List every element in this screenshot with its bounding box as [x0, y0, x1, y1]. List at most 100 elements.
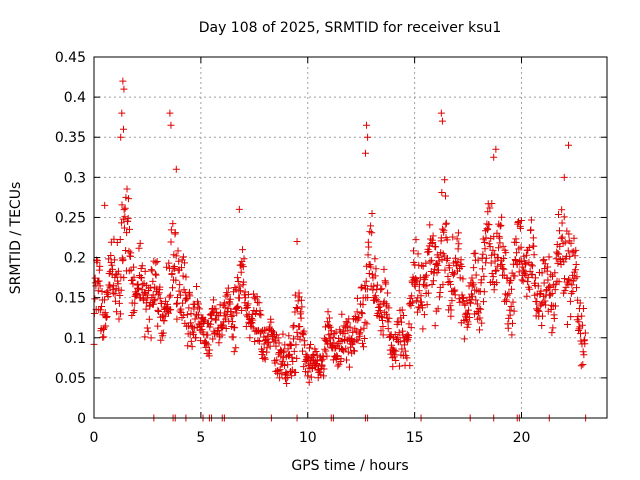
data-point: [258, 348, 266, 356]
y-tick-label: 0.35: [55, 130, 86, 146]
data-point: [153, 257, 161, 265]
data-point: [194, 300, 202, 308]
data-point: [219, 321, 227, 329]
data-point: [480, 288, 488, 296]
data-point: [152, 271, 160, 279]
data-point: [422, 259, 430, 267]
data-point: [374, 297, 382, 305]
data-point: [464, 320, 472, 328]
data-point: [581, 329, 589, 337]
data-point: [126, 225, 134, 233]
data-point: [296, 323, 304, 331]
data-point: [225, 317, 233, 325]
data-point: [443, 236, 451, 244]
data-point: [367, 222, 375, 230]
data-point: [191, 315, 199, 323]
data-point: [121, 204, 129, 212]
data-point: [212, 305, 220, 313]
data-point: [364, 294, 372, 302]
data-point: [503, 291, 511, 299]
data-point: [415, 287, 423, 295]
data-point: [307, 341, 315, 349]
data-point: [150, 297, 158, 305]
data-point: [388, 341, 396, 349]
data-point: [205, 352, 213, 360]
data-point: [330, 329, 338, 337]
data-point: [496, 239, 504, 247]
data-point: [190, 324, 198, 332]
data-point: [405, 320, 413, 328]
data-point: [339, 346, 347, 354]
data-point: [429, 232, 437, 240]
data-point: [505, 290, 513, 298]
data-point: [121, 213, 129, 221]
data-point: [290, 322, 298, 330]
data-point: [575, 318, 583, 326]
data-point: [358, 283, 366, 291]
data-point: [363, 320, 371, 328]
data-point: [580, 305, 588, 313]
data-point: [465, 306, 473, 314]
data-point: [527, 216, 535, 224]
data-point: [472, 271, 480, 279]
data-point: [128, 311, 136, 319]
data-point: [548, 289, 556, 297]
data-point: [102, 313, 110, 321]
data-point: [163, 263, 171, 271]
data-point: [377, 286, 385, 294]
data-point: [389, 363, 397, 371]
data-point: [200, 330, 208, 338]
data-point: [384, 325, 392, 333]
data-point: [141, 333, 149, 341]
data-point: [220, 299, 228, 307]
data-point: [497, 221, 505, 229]
data-point: [474, 256, 482, 264]
data-point: [409, 298, 417, 306]
data-point: [372, 296, 380, 304]
data-point: [401, 347, 409, 355]
data-point: [396, 338, 404, 346]
data-point: [377, 327, 385, 335]
data-point: [572, 260, 580, 268]
data-point: [456, 298, 464, 306]
data-point: [507, 276, 515, 284]
data-point: [131, 299, 139, 307]
data-point: [215, 339, 223, 347]
data-point: [154, 306, 162, 314]
data-point: [480, 298, 488, 306]
data-point: [167, 226, 175, 234]
data-point: [319, 353, 327, 361]
data-point: [293, 354, 301, 362]
data-point: [518, 276, 526, 284]
data-point: [544, 263, 552, 271]
data-point: [454, 229, 462, 237]
y-tick-label: 0.4: [64, 90, 86, 106]
data-point: [513, 249, 521, 257]
data-point: [400, 312, 408, 320]
data-point: [502, 249, 510, 257]
data-point: [119, 77, 127, 85]
data-point: [237, 287, 245, 295]
data-point: [103, 313, 111, 321]
data-point: [256, 307, 264, 315]
data-points: [90, 77, 590, 422]
data-point: [535, 307, 543, 315]
data-point: [471, 249, 479, 257]
data-point: [360, 334, 368, 342]
data-point: [353, 308, 361, 316]
data-point: [470, 264, 478, 272]
data-point: [368, 209, 376, 217]
data-point: [120, 85, 128, 93]
data-point: [119, 256, 127, 264]
data-point: [222, 325, 230, 333]
data-point: [502, 298, 510, 306]
data-point: [438, 189, 446, 197]
data-point: [161, 312, 169, 320]
data-point: [418, 304, 426, 312]
data-point: [281, 341, 289, 349]
data-point: [359, 339, 367, 347]
data-point: [320, 372, 328, 380]
data-point: [569, 287, 577, 295]
data-point: [523, 292, 531, 300]
data-point: [167, 121, 175, 129]
